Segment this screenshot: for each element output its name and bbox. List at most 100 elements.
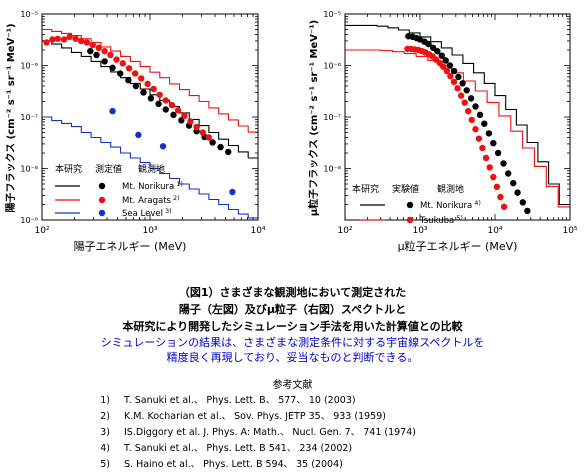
- data-point: [434, 47, 441, 55]
- data-point: [101, 47, 108, 55]
- data-point: [140, 89, 147, 96]
- reference-number: 5): [100, 459, 110, 470]
- data-point: [187, 118, 194, 125]
- data-point: [113, 56, 120, 63]
- data-point: [83, 39, 91, 46]
- data-point: [490, 139, 497, 147]
- x-tick-label: 10⁵: [562, 226, 577, 236]
- data-point: [138, 75, 145, 82]
- description-line-1: シミュレーションの結果は、さまざまな測定条件に対する宇宙線スペクトルを: [100, 336, 485, 349]
- data-point: [162, 97, 169, 104]
- legend-marker: [98, 196, 106, 204]
- data-point: [162, 106, 169, 113]
- y-tick-label: 10⁻⁷: [20, 113, 38, 122]
- reference-number: 4): [100, 443, 110, 454]
- x-tick-label: 10⁴: [250, 226, 265, 236]
- data-point: [132, 82, 140, 90]
- data-point: [479, 144, 486, 152]
- data-point: [159, 143, 167, 150]
- data-point: [457, 92, 465, 99]
- data-point: [486, 164, 493, 171]
- simulation-step-line: [42, 28, 258, 133]
- data-point: [209, 139, 216, 146]
- data-point: [440, 63, 447, 70]
- plot-frame: [41, 13, 259, 221]
- data-point: [519, 199, 527, 206]
- y-tick-label: 10⁻⁵: [323, 10, 341, 19]
- data-point: [119, 60, 127, 67]
- legend-marker: [98, 182, 106, 190]
- data-point: [481, 120, 488, 127]
- data-point: [438, 52, 445, 59]
- proton-chart: 10² 10³ 10⁴ 10⁻⁹ 10⁻⁸ 10⁻⁷ 10⁻⁶ 10⁻⁵ 本研究 測定値 観測地 Mt…: [5, 10, 266, 253]
- data-point: [135, 131, 142, 139]
- data-point: [225, 148, 232, 156]
- data-point: [524, 207, 531, 215]
- data-point: [101, 58, 108, 65]
- muon-chart: 10² 10³ 10⁴ 10⁵ 10⁻⁸ 10⁻⁷ 10⁻⁶ 10⁻⁵ 本研究 実験値 観測地 Mt.…: [307, 10, 578, 253]
- caption-line-1: （図1）さまざまな観測地において測定された: [178, 286, 407, 299]
- simulation-step-line: [345, 24, 570, 206]
- legend-label: Sea Level 3): [122, 207, 172, 219]
- data-point: [170, 111, 177, 119]
- y-tick-label: 10⁻⁸: [323, 165, 341, 174]
- data-point: [450, 67, 458, 75]
- reference-text: IS.Diggory et al. J. Phys. A: Math.、 Nuc…: [124, 427, 416, 438]
- reference-text: S. Haino et al.、 Phys. Lett. B 594、 35 (…: [124, 459, 343, 470]
- data-point: [482, 154, 490, 162]
- data-point: [109, 107, 116, 115]
- data-point: [229, 188, 236, 196]
- data-point: [60, 36, 68, 43]
- data-point: [450, 78, 458, 86]
- data-point: [500, 203, 508, 211]
- data-point: [446, 62, 454, 69]
- data-point: [493, 183, 501, 191]
- x-tick-label: 10⁴: [487, 226, 502, 236]
- x-tick-label: 10²: [34, 226, 49, 236]
- reference-item: 5) S. Haino et al.、 Phys. Lett. B 594、 35…: [60, 456, 343, 470]
- references-title: 参考文献: [272, 380, 313, 391]
- legend-ref: 2): [173, 194, 180, 202]
- y-axis-label: 陽子フラックス (cm⁻² s⁻¹ sr⁻¹ MeV⁻¹): [5, 23, 17, 212]
- x-axis-label: 陽子エネルギー (MeV): [74, 240, 187, 253]
- simulation-step-line: [42, 40, 258, 159]
- data-point: [107, 51, 114, 59]
- data-point: [467, 95, 475, 102]
- legend-ref: 4): [474, 199, 481, 207]
- data-point: [494, 149, 502, 157]
- data-point: [87, 47, 94, 55]
- data-point: [132, 70, 139, 77]
- data-point: [199, 129, 206, 136]
- data-point: [485, 130, 493, 137]
- legend-ref: 1): [176, 180, 183, 188]
- description-line-2: 精度良く再現しており、妥当なものと判断できる。: [166, 351, 419, 364]
- reference-item: 3) IS.Diggory et al. J. Phys. A: Math.、 N…: [60, 424, 416, 438]
- simulation-step-line: [345, 49, 570, 208]
- data-point: [510, 179, 517, 187]
- legend-ref: 3): [165, 207, 172, 215]
- x-tick-label: 10³: [412, 226, 427, 236]
- data-point: [475, 135, 483, 142]
- y-tick-label: 10⁻⁵: [20, 10, 38, 19]
- data-point: [514, 189, 521, 196]
- reference-text: T. Sanuki et al.、 Phys. Lett. B 541、 234…: [124, 443, 353, 454]
- reference-number: 2): [100, 411, 110, 422]
- data-point: [125, 76, 132, 84]
- y-tick-label: 10⁻⁶: [20, 62, 38, 71]
- data-point: [425, 40, 432, 48]
- data-point: [181, 112, 188, 120]
- data-point: [454, 85, 461, 92]
- legend-ref: 5): [456, 214, 463, 222]
- data-point: [168, 101, 176, 109]
- data-point: [77, 37, 85, 45]
- data-point: [72, 35, 79, 42]
- legend-header: 観測地: [138, 163, 165, 175]
- legend-marker: [406, 201, 414, 209]
- data-point: [117, 70, 124, 77]
- data-point: [447, 72, 454, 80]
- legend-header: 測定値: [95, 163, 122, 175]
- data-point: [125, 65, 133, 72]
- data-point: [476, 111, 484, 119]
- data-point: [500, 160, 507, 167]
- data-point: [174, 107, 182, 114]
